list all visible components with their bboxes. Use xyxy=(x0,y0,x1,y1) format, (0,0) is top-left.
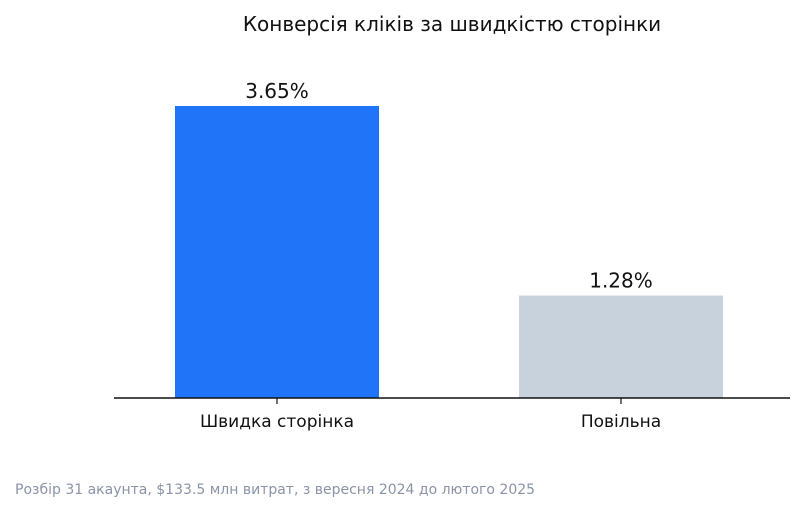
chart-footnote: Розбір 31 акаунта, $133.5 млн витрат, з … xyxy=(15,482,535,498)
chart-title: Конверсія кліків за швидкістю сторінки xyxy=(243,12,661,36)
bar-2 xyxy=(519,295,723,398)
bar-1 xyxy=(175,106,379,398)
x-tick-label-1: Швидка сторінка xyxy=(200,412,354,432)
bar-value-label-2: 1.28% xyxy=(589,269,653,293)
x-ticks-layer: Швидка сторінка Повільна xyxy=(200,398,661,432)
bars-layer: 3.65% 1.28% xyxy=(175,79,723,398)
bar-value-label-1: 3.65% xyxy=(245,79,309,103)
x-tick-label-2: Повільна xyxy=(581,412,661,432)
